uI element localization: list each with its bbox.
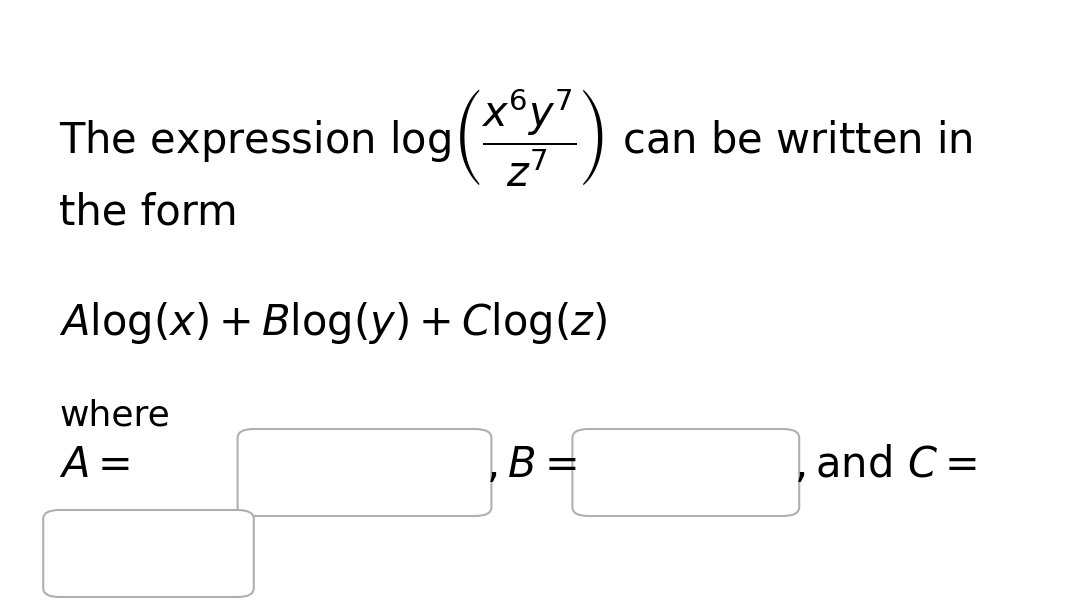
Text: $A\log(x) + B\log(y) + C\log(z)$: $A\log(x) + B\log(y) + C\log(z)$ [59,300,607,346]
Text: $A = $: $A = $ [59,444,131,486]
Text: $, \mathrm{and}\ C = $: $, \mathrm{and}\ C = $ [794,444,976,486]
FancyBboxPatch shape [43,510,254,597]
Text: $, B = $: $, B = $ [486,444,577,486]
FancyBboxPatch shape [238,429,491,516]
Text: where: where [59,399,171,433]
FancyBboxPatch shape [572,429,799,516]
Text: the form: the form [59,192,238,234]
Text: The expression $\log\!\left(\dfrac{x^6y^7}{z^7}\right)$ can be written in: The expression $\log\!\left(\dfrac{x^6y^… [59,87,973,190]
